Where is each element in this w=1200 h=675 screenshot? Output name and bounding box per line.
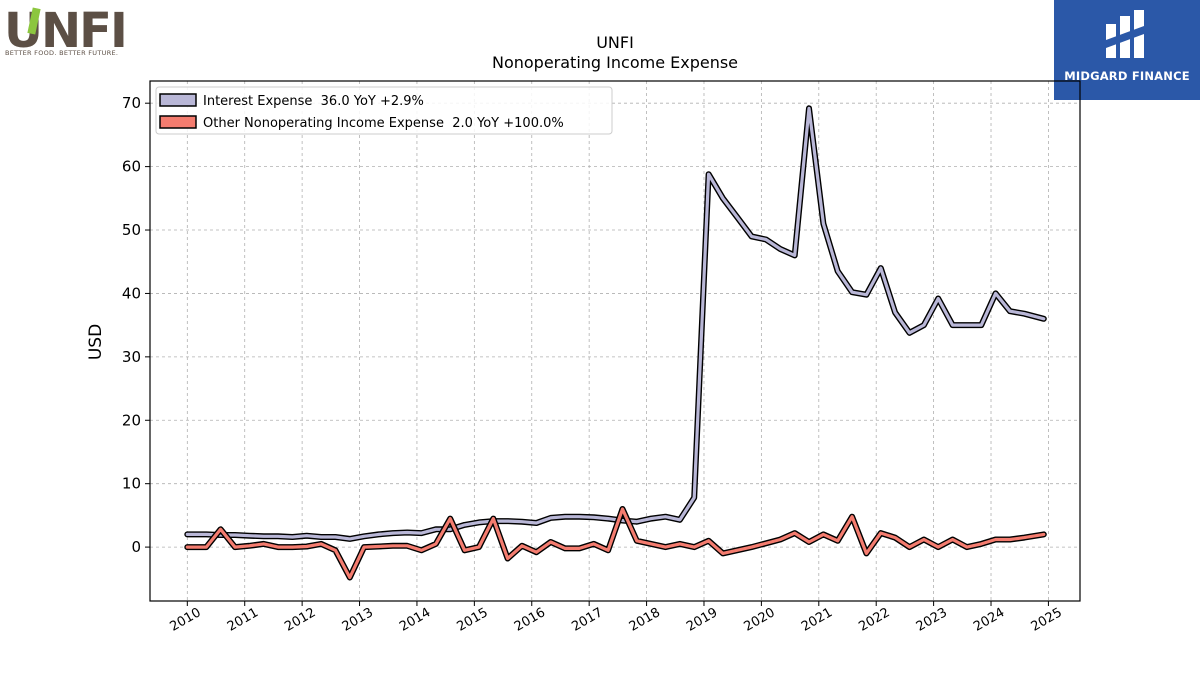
series-lines	[184, 105, 1047, 581]
y-tick-label: 50	[122, 221, 141, 239]
unfi-logo-mark: UNFI	[4, 3, 128, 59]
midgard-finance-logo: MIDGARD FINANCE	[1054, 0, 1200, 100]
legend-swatch-interest-expense	[159, 93, 197, 107]
series-line-0	[185, 106, 1046, 541]
unfi-logo: UNFI BETTER FOOD. BETTER FUTURE.	[4, 3, 128, 60]
x-tick-label: 2019	[684, 605, 720, 635]
legend-swatch-other-nonoperating	[159, 115, 197, 129]
series-outline-0	[184, 105, 1047, 542]
x-tick-label: 2017	[569, 605, 605, 635]
unfi-tagline: BETTER FOOD. BETTER FUTURE.	[5, 49, 119, 57]
chart-subtitle: Nonoperating Income Expense	[492, 53, 738, 72]
y-tick-label: 0	[131, 538, 141, 556]
y-tick-label: 60	[122, 158, 141, 176]
legend-label-interest-expense: Interest Expense 36.0 YoY +2.9%	[203, 94, 424, 109]
midgard-emblem-icon	[1106, 10, 1144, 58]
x-tick-label: 2023	[914, 605, 950, 635]
legend-box	[155, 86, 613, 135]
plot-frame	[149, 80, 1081, 602]
legend: Interest Expense 36.0 YoY +2.9% Other No…	[155, 86, 613, 135]
x-tick-label: 2024	[971, 605, 1007, 635]
series-line-1	[185, 507, 1046, 580]
y-tick-label: 30	[122, 348, 141, 366]
x-tick-label: 2011	[225, 605, 261, 635]
x-tick-label: 2010	[167, 605, 203, 635]
x-tick-label: 2025	[1029, 605, 1065, 635]
x-tick-label: 2020	[742, 605, 778, 635]
y-tick-label: 10	[122, 475, 141, 493]
y-tick-label: 40	[122, 284, 141, 302]
svg-text:UNFI: UNFI	[4, 4, 126, 50]
x-tick-label: 2022	[856, 605, 892, 635]
grid	[150, 81, 1080, 601]
chart-title: UNFI	[596, 33, 634, 52]
axes: 0 10 20 30 40 50 60 70 2010 2011 2012 2013 2014 2015 2…	[122, 94, 1065, 635]
x-tick-label: 2021	[799, 605, 835, 635]
legend-label-other-nonoperating: Other Nonoperating Income Expense 2.0 Yo…	[203, 116, 564, 131]
x-tick-label: 2014	[397, 605, 433, 635]
x-tick-label: 2012	[282, 605, 318, 635]
x-tick-label: 2015	[455, 605, 491, 635]
x-tick-label: 2018	[627, 605, 663, 635]
midgard-finance-name: MIDGARD FINANCE	[1064, 69, 1190, 83]
x-tick-label: 2016	[512, 605, 548, 635]
y-tick-label: 70	[122, 94, 141, 112]
x-tick-label: 2013	[340, 605, 376, 635]
y-axis-label: USD	[86, 324, 106, 360]
y-tick-label: 20	[122, 411, 141, 429]
